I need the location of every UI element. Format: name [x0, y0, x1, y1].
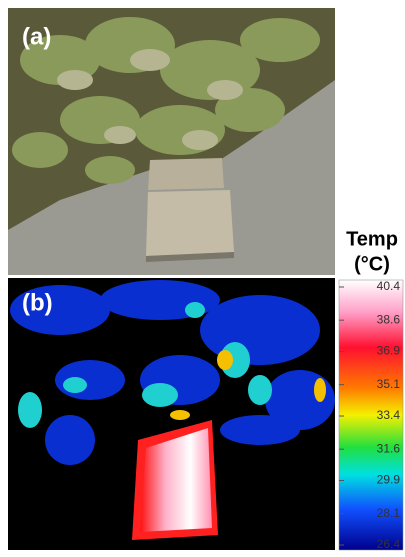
colorbar-tick-label: 35.1 — [377, 377, 401, 391]
block-top — [148, 158, 224, 190]
colorbar-unit: (°C) — [354, 253, 390, 275]
photo-panel: (a) — [8, 8, 335, 275]
panel-label: (b) — [22, 289, 53, 316]
colorbar-tick-label: 33.4 — [377, 408, 401, 422]
thermal-panel: (b) — [8, 278, 335, 550]
page: (a) (b) Temp (°C) 40.4 38.6 36.9 35.1 33.4 31… — [0, 0, 405, 552]
block — [146, 190, 234, 256]
colorbar-tick-label: 29.9 — [377, 473, 401, 487]
colorbar-tick-label: 31.6 — [377, 441, 401, 455]
colorbar: Temp (°C) 40.4 38.6 36.9 35.1 33.4 31.6 29.9 28… — [339, 228, 403, 551]
colorbar-tick-label: 40.4 — [377, 279, 401, 293]
colorbar-title: Temp — [346, 228, 398, 250]
panel-label: (a) — [22, 23, 51, 50]
colorbar-tick-label: 38.6 — [377, 312, 401, 326]
colorbar-tick-label: 26.4 — [377, 537, 401, 551]
figure: (a) (b) Temp (°C) 40.4 38.6 36.9 35.1 33.4 31… — [0, 0, 405, 552]
colorbar-tick-label: 28.1 — [377, 506, 401, 520]
colorbar-tick-label: 36.9 — [377, 344, 401, 358]
